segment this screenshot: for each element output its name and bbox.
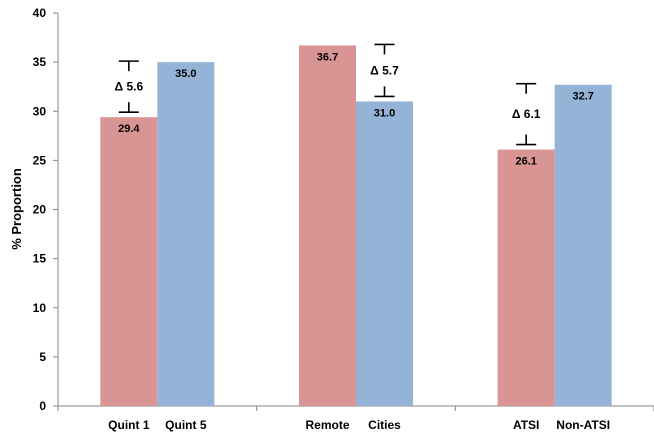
y-axis-label: % Proportion	[9, 168, 24, 250]
data-label: 32.7	[572, 91, 593, 103]
delta-label: Δ 6.1	[512, 107, 541, 121]
y-tick-label: 10	[33, 301, 47, 315]
bar	[157, 62, 215, 406]
y-tick-label: 15	[33, 252, 47, 266]
y-tick-label: 5	[39, 350, 46, 364]
y-tick-label: 35	[33, 55, 47, 69]
y-tick-label: 30	[33, 104, 47, 118]
bar	[299, 45, 356, 407]
delta-label: Δ 5.6	[115, 80, 144, 94]
category-label: Quint 1	[108, 418, 150, 432]
y-tick-label: 25	[33, 153, 47, 167]
bar	[497, 149, 555, 406]
data-label: 26.1	[515, 156, 536, 168]
y-tick-label: 20	[33, 203, 47, 217]
category-label: Non-ATSI	[556, 418, 610, 432]
data-label: 36.7	[317, 51, 338, 63]
bar	[554, 84, 612, 406]
bar	[356, 101, 413, 407]
category-label: Remote	[305, 418, 349, 432]
delta-label: Δ 5.7	[370, 63, 399, 77]
category-label: Quint 5	[165, 418, 207, 432]
data-label: 29.4	[118, 123, 140, 135]
category-label: Cities	[368, 418, 401, 432]
data-label: 31.0	[374, 107, 395, 119]
category-label: ATSI	[513, 418, 539, 432]
data-label: 35.0	[175, 68, 196, 80]
y-tick-label: 0	[39, 399, 46, 413]
bar	[100, 117, 158, 407]
y-tick-label: 40	[33, 6, 47, 20]
